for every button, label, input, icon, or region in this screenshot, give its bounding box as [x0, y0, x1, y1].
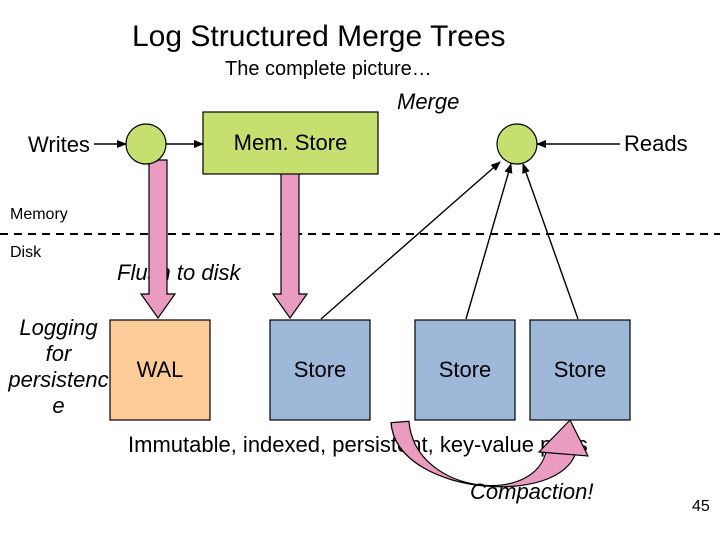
- left-circle: [126, 124, 166, 164]
- store2-box-label: Store: [415, 320, 515, 420]
- memstore-box-label: Mem. Store: [203, 112, 378, 174]
- diagram-canvas: [0, 0, 720, 540]
- right-circle: [497, 124, 537, 164]
- store1-box-label: Store: [270, 320, 370, 420]
- wal-box-label: WAL: [110, 320, 210, 420]
- store3-box-label: Store: [530, 320, 630, 420]
